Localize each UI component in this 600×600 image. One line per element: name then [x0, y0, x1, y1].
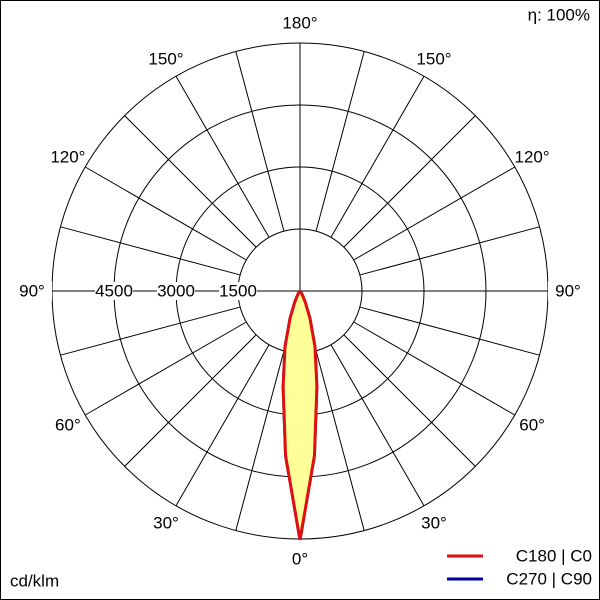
unit-label: cd/klm — [10, 571, 59, 590]
legend-label: C180 | C0 — [516, 546, 592, 565]
angle-tick-label: 120° — [50, 147, 85, 166]
label-bg — [12, 281, 52, 301]
radial-grid-line — [175, 344, 270, 507]
radial-grid-line — [315, 51, 365, 232]
label-bg — [548, 281, 588, 301]
radial-grid-line — [330, 344, 425, 507]
r-tick-label: 4500 — [95, 281, 133, 300]
efficiency-label: η: 100% — [528, 5, 590, 24]
angle-tick-label: 60° — [55, 415, 81, 434]
legend-label: C270 | C90 — [506, 569, 592, 588]
radial-grid-line — [124, 334, 257, 467]
angle-tick-label: 150° — [416, 49, 451, 68]
r-tick-label: 1500 — [219, 281, 257, 300]
label-bg — [219, 282, 257, 300]
angle-tick-label: 90° — [19, 281, 45, 300]
angle-tick-label: 30° — [153, 514, 179, 533]
radial-grid-line — [60, 226, 241, 276]
radial-grid-line — [343, 115, 476, 248]
angle-tick-label: 150° — [148, 49, 183, 68]
radial-grid-line — [175, 75, 270, 238]
radial-grid-line — [330, 75, 425, 238]
radial-grid-line — [124, 115, 257, 248]
angle-tick-label: 0° — [292, 549, 308, 568]
radial-grid-line — [84, 166, 247, 261]
angle-tick-label: 180° — [282, 13, 317, 32]
label-bg — [157, 282, 195, 300]
r-tick-label: 3000 — [157, 281, 195, 300]
radial-grid-line — [359, 226, 540, 276]
angle-tick-label: 90° — [555, 281, 581, 300]
radial-grid-line — [359, 306, 540, 356]
intensity-curve — [281, 290, 302, 541]
radial-grid-line — [315, 350, 365, 531]
angle-tick-label: 120° — [515, 147, 550, 166]
radial-grid-line — [84, 321, 247, 416]
radial-grid-line — [235, 51, 285, 232]
radial-grid-line — [235, 350, 285, 531]
angle-tick-label: 30° — [421, 514, 447, 533]
angle-tick-label: 60° — [519, 415, 545, 434]
intensity-curve — [298, 290, 319, 541]
radial-grid-line — [353, 166, 516, 261]
radial-grid-line — [353, 321, 516, 416]
label-bg — [95, 282, 133, 300]
radial-grid-line — [60, 306, 241, 356]
radial-grid-line — [343, 334, 476, 467]
